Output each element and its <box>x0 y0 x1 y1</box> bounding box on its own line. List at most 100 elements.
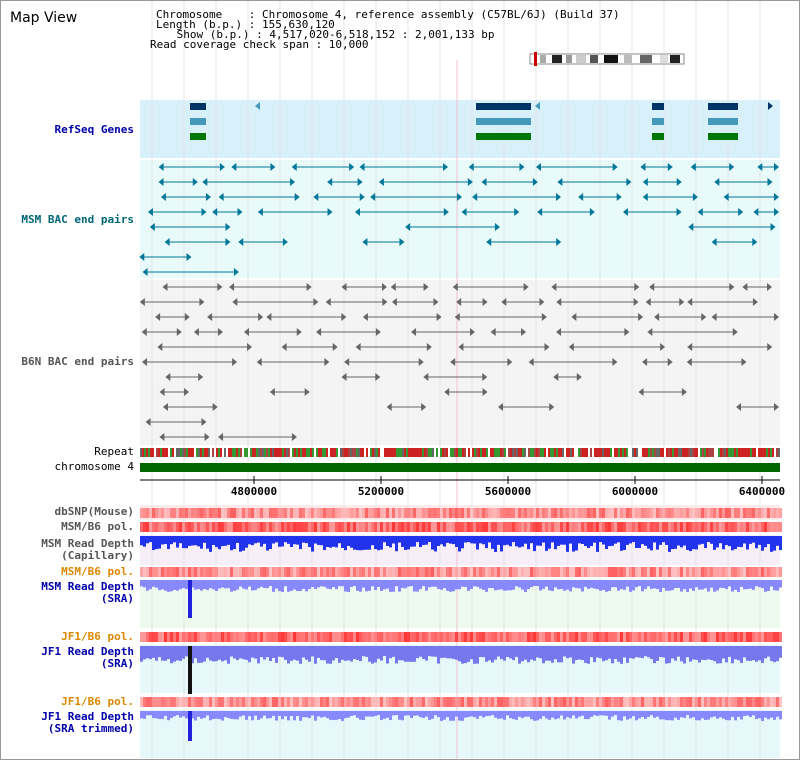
msm-depth-cap-bar <box>593 536 596 543</box>
msm-b6-pol-cell <box>515 522 518 532</box>
dbsnp-cell <box>764 508 767 518</box>
msm-b6-pol-cell <box>479 522 482 532</box>
msm-depth-sra-bar <box>329 580 332 590</box>
jf1-depth-sra-bar <box>290 646 293 661</box>
msm-b6-pol-cell-2 <box>587 567 590 577</box>
msm-b6-pol-cell <box>398 522 401 532</box>
jf1-depth-sra-bar <box>332 646 335 661</box>
jf1-depth-trim-bar <box>677 711 680 720</box>
msm-b6-pol-cell <box>233 522 236 532</box>
jf1-depth-trim-bar <box>560 711 563 716</box>
jf1-b6-pol-cell <box>659 632 662 642</box>
jf1-b6-pol-cell <box>284 632 287 642</box>
msm-depth-cap-bar <box>209 536 212 552</box>
jf1-b6-pol-cell <box>713 632 716 642</box>
jf1-depth-trim-bar <box>737 711 740 717</box>
msm-b6-pol-cell-2 <box>284 567 287 577</box>
repeat-segment <box>370 448 372 457</box>
b6n-bac-label[interactable]: B6N BAC end pairs <box>21 355 134 368</box>
refseq-label[interactable]: RefSeq Genes <box>54 123 134 136</box>
msm-depth-sra-bar <box>749 580 752 589</box>
repeat-segment <box>648 448 650 457</box>
repeat-label[interactable]: Repeat <box>94 445 134 458</box>
dbsnp-cell <box>560 508 563 518</box>
jf1-depth-sra-bar <box>593 646 596 663</box>
repeat-segment <box>508 448 510 457</box>
msm-depth-sra-bar <box>722 580 725 588</box>
jf1-depth-sra-label[interactable]: JF1 Read Depth (SRA) <box>41 645 134 670</box>
msm-b6-pol-cell-2 <box>497 567 500 577</box>
jf1-b6-pol-cell-2 <box>293 697 296 707</box>
msm-b6-pol-cell <box>155 522 158 532</box>
msm-b6-pol-label-1[interactable]: MSM/B6 pol. <box>61 520 134 533</box>
dbsnp-cell <box>152 508 155 518</box>
msm-depth-capillary-label[interactable]: MSM Read Depth (Capillary) <box>41 537 134 562</box>
jf1-b6-pol-label-1[interactable]: JF1/B6 pol. <box>61 630 134 643</box>
jf1-depth-sra-bar <box>212 646 215 662</box>
jf1-b6-pol-cell <box>623 632 626 642</box>
msm-b6-pol-cell-2 <box>260 567 263 577</box>
msm-b6-pol-cell <box>569 522 572 532</box>
msm-b6-pol-cell-2 <box>290 567 293 577</box>
msm-b6-pol-cell <box>323 522 326 532</box>
jf1-b6-pol-label-2[interactable]: JF1/B6 pol. <box>61 695 134 708</box>
msm-b6-pol-cell-2 <box>281 567 284 577</box>
msm-bac-label[interactable]: MSM BAC end pairs <box>21 213 134 226</box>
jf1-depth-sra-bar <box>458 646 461 662</box>
jf1-b6-pol-cell <box>707 632 710 642</box>
dbsnp-cell <box>677 508 680 518</box>
msm-depth-cap-bar <box>410 536 413 547</box>
msm-depth-sra-bar <box>299 580 302 592</box>
msm-b6-pol-label-2[interactable]: MSM/B6 pol. <box>61 565 134 578</box>
msm-b6-pol-cell-2 <box>668 567 671 577</box>
jf1-depth-trim-bar <box>146 711 149 716</box>
msm-depth-sra-bar <box>344 580 347 592</box>
jf1-b6-pol-cell-2 <box>368 697 371 707</box>
msm-b6-pol-cell-2 <box>248 567 251 577</box>
jf1-depth-trimmed-label[interactable]: JF1 Read Depth (SRA trimmed) <box>41 710 134 735</box>
jf1-depth-sra-bar <box>275 646 278 663</box>
msm-depth-sra-bar <box>428 580 431 588</box>
jf1-depth-sra-bar <box>776 646 779 662</box>
jf1-b6-pol-cell-2 <box>428 697 431 707</box>
dbsnp-cell <box>410 508 413 518</box>
dbsnp-cell <box>554 508 557 518</box>
b6n-bac-pair-end <box>159 433 165 441</box>
msm-b6-pol-cell-2 <box>266 567 269 577</box>
jf1-depth-sra-bar <box>623 646 626 658</box>
msm-depth-sra-bar <box>539 580 542 591</box>
msm-depth-sra-bar <box>365 580 368 592</box>
chromosome-label[interactable]: chromosome 4 <box>54 460 134 473</box>
jf1-depth-trim-bar <box>332 711 335 721</box>
msm-b6-pol-cell-2 <box>518 567 521 577</box>
msm-b6-pol-cell <box>140 522 143 532</box>
jf1-depth-trim-bar <box>257 711 260 720</box>
msm-b6-pol-cell-2 <box>578 567 581 577</box>
refseq-gene <box>708 133 738 140</box>
msm-b6-pol-cell-2 <box>572 567 575 577</box>
msm-depth-cap-bar <box>719 536 722 544</box>
jf1-b6-pol-cell-2 <box>734 697 737 707</box>
repeat-segment <box>690 448 692 457</box>
jf1-depth-trim-bar <box>488 711 491 716</box>
dbsnp-label[interactable]: dbSNP(Mouse) <box>54 505 134 518</box>
jf1-b6-pol-cell <box>332 632 335 642</box>
jf1-b6-pol-cell-2 <box>275 697 278 707</box>
jf1-b6-pol-cell <box>230 632 233 642</box>
repeat-segment <box>556 448 558 457</box>
jf1-depth-trim-bar <box>473 711 476 718</box>
msm-depth-sra-bar <box>437 580 440 589</box>
msm-b6-pol-cell-2 <box>716 567 719 577</box>
msm-depth-sra-label[interactable]: MSM Read Depth (SRA) <box>41 580 134 605</box>
jf1-b6-pol-cell-2 <box>179 697 182 707</box>
msm-b6-pol-cell-2 <box>413 567 416 577</box>
b6n-bac-pair-end <box>444 388 450 396</box>
msm-bac-pair-end <box>697 208 703 216</box>
b6n-bac-pair-end <box>553 373 559 381</box>
jf1-depth-sra-bar <box>656 646 659 661</box>
jf1-b6-pol-cell <box>218 632 221 642</box>
jf1-depth-sra-bar <box>545 646 548 661</box>
dbsnp-cell <box>332 508 335 518</box>
msm-b6-pol-cell <box>275 522 278 532</box>
